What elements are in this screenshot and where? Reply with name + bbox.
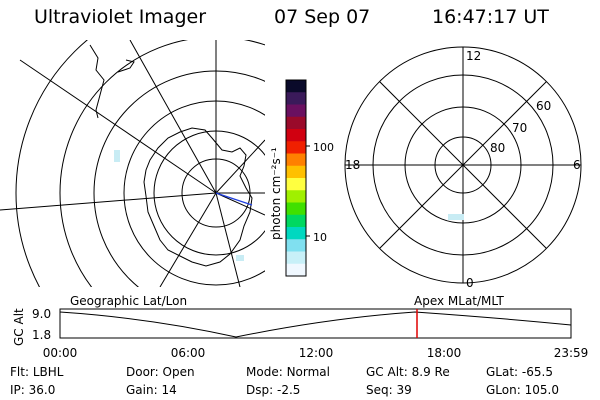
colorbar-tick-label: 10 (313, 231, 327, 244)
colorbar-band (286, 116, 306, 130)
antarctica-coastline (143, 127, 253, 267)
lat-label-70: 70 (512, 121, 527, 135)
emission-patch (236, 255, 244, 261)
status-ip: IP: 36.0 (10, 383, 56, 397)
x-tick-label: 00:00 (43, 346, 78, 360)
status-door: Door: Open (126, 365, 195, 379)
gc-alt-axis-title: GC Alt (12, 308, 26, 346)
status-filter: Flt: LBHL (10, 365, 64, 379)
lat-label-60: 60 (536, 99, 551, 113)
colorbar-band (286, 165, 306, 179)
colorbar-band (286, 129, 306, 142)
colorbar-band (286, 178, 306, 191)
apex-label: Apex MLat/MLT (414, 294, 504, 308)
colorbar-band (286, 190, 306, 203)
instrument-title: Ultraviolet Imager (34, 6, 207, 28)
colorbar (286, 80, 306, 277)
time-label: 16:47:17 UT (432, 6, 549, 28)
colorbar-band (286, 80, 306, 93)
geographic-map (0, 40, 265, 287)
altitude-curve (59, 311, 572, 338)
meridian-line (215, 192, 241, 287)
status-gain: Gain: 14 (126, 383, 177, 397)
colorbar-band (286, 251, 306, 265)
mlt-label-18: 18 (345, 158, 360, 172)
colorbar-frame (285, 79, 307, 277)
colorbar-band (286, 153, 306, 167)
colorbar-tick-label: 100 (313, 141, 334, 154)
island-coastline (117, 59, 135, 73)
mlat-mlt-plot (344, 46, 582, 284)
x-tick-label: 23:59 (554, 346, 589, 360)
status-seq: Seq: 39 (366, 383, 412, 397)
mlt-label-12: 12 (466, 49, 481, 63)
colorbar-band (286, 227, 306, 240)
lat-label-80: 80 (490, 141, 505, 155)
emission-patch (448, 214, 464, 220)
timeline-frame (59, 308, 572, 339)
meridian-line (19, 59, 217, 194)
colorbar-band (286, 104, 306, 118)
colorbar-band (286, 92, 306, 105)
emission-patch (114, 150, 120, 162)
mlt-label-0: 0 (466, 276, 474, 290)
lat-circle (15, 40, 89, 287)
meridian-line (0, 192, 217, 211)
meridian-line (215, 139, 265, 194)
x-tick-label: 06:00 (171, 346, 206, 360)
mlt-line (378, 80, 548, 250)
colorbar-unit-label: photon cm⁻²s⁻¹ (269, 147, 283, 240)
status-glon: GLon: 105.0 (486, 383, 559, 397)
colorbar-band (286, 141, 306, 154)
colorbar-band (286, 214, 306, 228)
lat-circle (59, 40, 265, 287)
sun-direction-line (215, 192, 253, 206)
status-mode: Mode: Normal (246, 365, 330, 379)
meridian-line (159, 192, 217, 287)
colorbar-band (286, 202, 306, 216)
x-tick-label: 12:00 (299, 346, 334, 360)
colorbar-band (286, 263, 306, 277)
meridian-line (129, 40, 217, 194)
x-tick-label: 18:00 (427, 346, 462, 360)
mlt-label-6: 6 (573, 158, 581, 172)
status-glat: GLat: -65.5 (486, 365, 553, 379)
meridian-line (215, 192, 265, 216)
date-label: 07 Sep 07 (274, 6, 371, 28)
colorbar-band (286, 239, 306, 252)
y-tick-label: 1.8 (32, 328, 51, 342)
status-dsp: Dsp: -2.5 (246, 383, 301, 397)
y-tick-label: 9.0 (32, 307, 51, 321)
status-gc-alt: GC Alt: 8.9 Re (366, 365, 450, 379)
south-america-coastline (89, 44, 105, 119)
geographic-label: Geographic Lat/Lon (70, 294, 187, 308)
